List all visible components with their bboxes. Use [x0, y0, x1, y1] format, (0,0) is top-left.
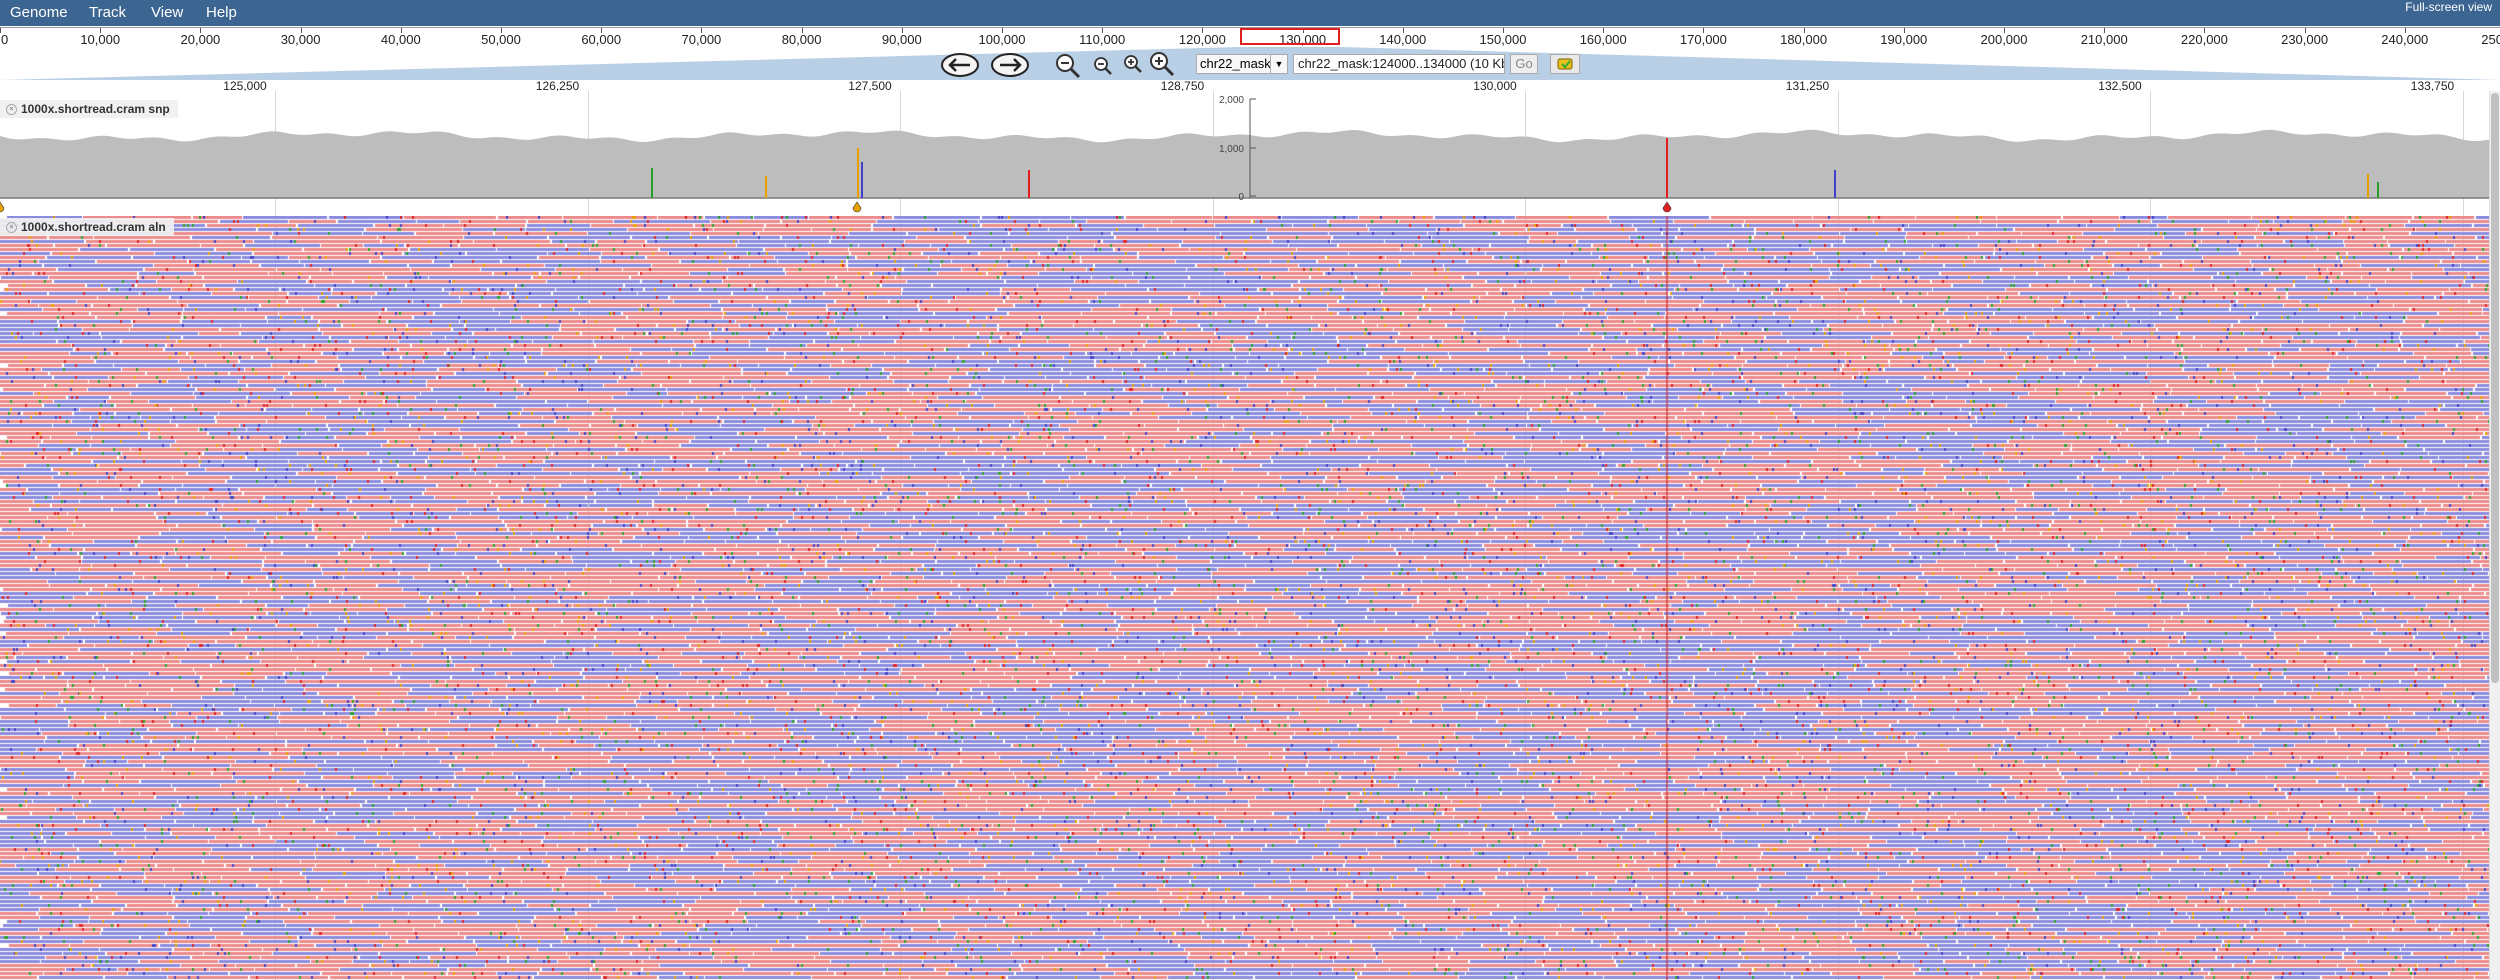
overview-tick-mark: [1603, 28, 1605, 33]
overview-tick-mark: [1402, 28, 1404, 33]
overview-tick-label: 240,000: [2381, 32, 2429, 47]
menu-genome[interactable]: Genome: [10, 4, 68, 21]
overview-tick-label: 10,000: [80, 32, 121, 47]
overview-tick-label: 90,000: [881, 32, 922, 47]
overview-tick-mark: [2104, 28, 2106, 33]
overview-tick-label: 70,000: [681, 32, 722, 47]
overview-scale[interactable]: 0 10,000 20,000 30,000 40,000 50,000 60,000 70,…: [0, 27, 2500, 48]
alignment-track[interactable]: [0, 216, 2490, 980]
snp-coverage-track[interactable]: 2,000 1,000 0: [0, 91, 2490, 216]
ruler-tick-label: 126,250: [535, 79, 580, 93]
overview-tick-mark: [2404, 28, 2406, 33]
highlighter-icon: [1557, 58, 1573, 70]
track-area[interactable]: 2,000 1,000 0 × 1000x.shortread.cram snp × 1…: [0, 91, 2490, 980]
overview-tick-label: 230,000: [2281, 32, 2329, 47]
overview-tick-label: 220,000: [2180, 32, 2228, 47]
overview-tick-label: 190,000: [1880, 32, 1928, 47]
snp-track-label[interactable]: × 1000x.shortread.cram snp: [0, 100, 178, 118]
overview-tick-mark: [2004, 28, 2005, 33]
go-button[interactable]: Go: [1510, 54, 1538, 74]
overview-tick-label: 30,000: [280, 32, 321, 47]
overview-tick-mark: [0, 28, 1, 33]
overview-tick-label: 140,000: [1379, 32, 1427, 47]
overview-tick-mark: [200, 28, 202, 33]
overview-tick-label: 60,000: [581, 32, 622, 47]
overview-tick-mark: [1703, 28, 1705, 33]
overview-tick-label: 0: [1, 32, 9, 47]
pan-left-icon[interactable]: [940, 52, 980, 78]
overview-tick-mark: [1002, 28, 1003, 33]
overview-tick-mark: [801, 28, 803, 33]
overview-highlight-box[interactable]: [1240, 28, 1340, 45]
overview-tick-mark: [1503, 28, 1504, 33]
detail-ruler: 125,000 126,250 127,500 128,750 130,000 131,2…: [0, 77, 2490, 93]
menu-view[interactable]: View: [151, 4, 184, 21]
variant-marker-icon: [852, 201, 862, 213]
overview-tick-mark: [1102, 28, 1104, 33]
overview-tick-label: 250: [2481, 32, 2500, 47]
y-axis-tick-label: 1,000: [1219, 144, 1244, 155]
y-axis-tick-label: 2,000: [1219, 95, 1244, 106]
overview-tick-mark: [1803, 28, 1805, 33]
menu-bar: Genome Track View Help Full-screen view: [0, 0, 2500, 26]
snp-track-title: 1000x.shortread.cram snp: [21, 102, 170, 116]
overview-tick-label: 160,000: [1579, 32, 1627, 47]
overview-tick-mark: [1302, 28, 1304, 33]
overview-tick-label: 200,000: [1980, 32, 2028, 47]
zoom-in-small-icon[interactable]: [1122, 53, 1144, 79]
zoom-out-small-icon[interactable]: [1092, 55, 1114, 81]
overview-tick-mark: [701, 28, 703, 33]
overview-tick-label: 150,000: [1479, 32, 1527, 47]
highlight-button[interactable]: [1550, 54, 1580, 74]
overview-tick-label: 80,000: [781, 32, 822, 47]
overview-tick-label: 20,000: [180, 32, 221, 47]
overview-tick-mark: [300, 28, 302, 33]
variant-marker-icon: [0, 201, 5, 213]
zoom-out-large-icon[interactable]: [1054, 52, 1082, 78]
fullscreen-link[interactable]: Full-screen view: [2405, 0, 2492, 14]
overview-tick-mark: [100, 28, 102, 33]
ruler-tick-label: 133,750: [2410, 79, 2455, 93]
aln-track-label[interactable]: × 1000x.shortread.cram aln: [0, 218, 174, 236]
vertical-scrollbar[interactable]: [2489, 91, 2500, 980]
chromosome-value: chr22_mask: [1200, 56, 1271, 71]
menu-track[interactable]: Track: [89, 4, 126, 21]
pan-right-icon[interactable]: [990, 52, 1030, 78]
close-icon[interactable]: ×: [6, 104, 17, 116]
ruler-tick-label: 128,750: [1160, 79, 1205, 93]
menu-help[interactable]: Help: [206, 4, 237, 21]
chromosome-select[interactable]: chr22_mask ▼: [1196, 54, 1288, 74]
variant-marker-icon: [1662, 201, 1672, 213]
overview-tick-label: 100,000: [978, 32, 1026, 47]
aln-track-title: 1000x.shortread.cram aln: [21, 220, 166, 234]
location-input[interactable]: chr22_mask:124000..134000 (10 Kb): [1293, 54, 1505, 74]
ruler-tick-label: 132,500: [2098, 79, 2142, 93]
chevron-down-icon: ▼: [1270, 55, 1287, 73]
overview-tick-label: 210,000: [2080, 32, 2128, 47]
overview-tick-mark: [1202, 28, 1204, 33]
overview-tick-label: 110,000: [1079, 32, 1126, 47]
ruler-tick-label: 130,000: [1473, 79, 1517, 93]
zoom-in-large-icon[interactable]: [1148, 50, 1176, 76]
ruler-tick-label: 127,500: [848, 79, 892, 93]
overview-tick-label: 170,000: [1679, 32, 1727, 47]
overview-tick-label: 120,000: [1178, 32, 1226, 47]
close-icon[interactable]: ×: [6, 222, 17, 234]
overview-tick-mark: [2204, 28, 2206, 33]
ruler-tick-label: 125,000: [223, 79, 267, 93]
navigation-bar: chr22_mask ▼ chr22_mask:124000..134000 (…: [0, 47, 2500, 87]
overview-tick-mark: [501, 28, 502, 33]
ruler-tick-label: 131,250: [1785, 79, 1830, 93]
y-axis-tick-label: 0: [1238, 192, 1244, 203]
overview-tick-mark: [601, 28, 603, 33]
overview-tick-label: 180,000: [1780, 32, 1828, 47]
overview-tick-label: 40,000: [380, 32, 421, 47]
overview-tick-mark: [400, 28, 402, 33]
coverage-area: [0, 129, 2490, 198]
overview-tick-mark: [1903, 28, 1905, 33]
overview-tick-mark: [2304, 28, 2306, 33]
overview-tick-label: 50,000: [481, 32, 521, 47]
scrollbar-thumb[interactable]: [2491, 93, 2499, 683]
overview-tick-mark: [901, 28, 903, 33]
